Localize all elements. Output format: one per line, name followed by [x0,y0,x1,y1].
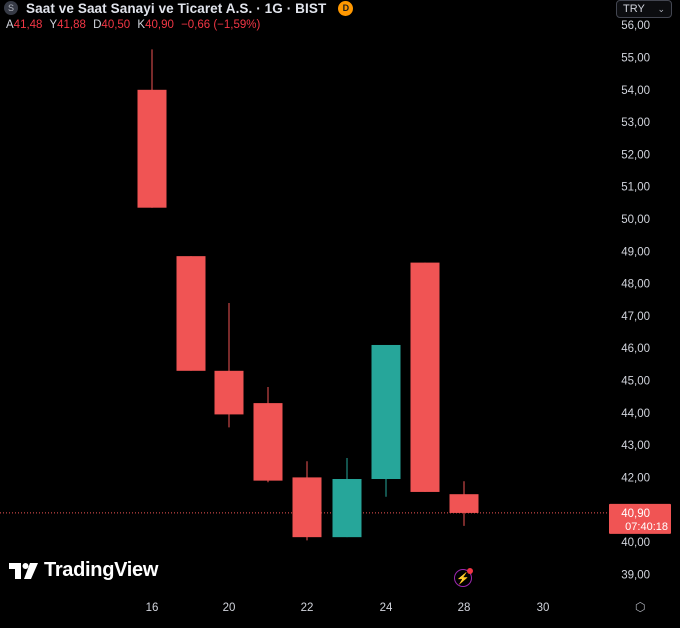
tradingview-wordmark: TradingView [44,559,159,581]
open-value: 41,48 [13,19,43,31]
high-value: 41,88 [57,19,86,31]
candle-body [176,256,206,371]
time-axis[interactable]: 16 20 22 24 28 30 [146,602,550,614]
price-tick-label: 51,00 [621,182,650,194]
price-tick-label: 53,00 [621,117,650,129]
time-tick-label: 16 [146,602,159,614]
currency-label: TRY [623,3,645,15]
candle-23[interactable] [332,458,362,538]
change-value: −0,66 (−1,59%) [181,19,261,31]
candle-21[interactable] [253,386,283,483]
price-tick-label: 39,00 [621,569,650,581]
candle-28[interactable] [449,481,479,526]
price-tick-label: 48,00 [621,279,650,291]
candle-body [449,494,479,513]
price-tick-label: 47,00 [621,311,650,323]
lightning-icon[interactable]: ⚡ [454,569,472,587]
price-tick-label: 54,00 [621,85,650,97]
bar-countdown: 07:40:18 [625,521,668,533]
ohlc-legend: A41,48 Y41,88 D40,50 K40,90 −0,66 (−1,59… [6,19,264,31]
price-axis[interactable]: 39,0040,0041,0042,0043,0044,0045,0046,00… [621,20,650,581]
high-label: Y [49,19,58,31]
low-label: D [93,19,102,31]
candle-body [371,344,401,480]
candle-body [332,479,362,538]
time-tick-label: 30 [537,602,550,614]
candle-16[interactable] [137,49,167,208]
currency-selector[interactable]: TRY ⌄ [616,0,672,18]
candle-17[interactable] [176,256,206,371]
candle-20[interactable] [214,302,244,428]
candle-body [410,262,440,492]
symbol-logo-icon: S [4,1,18,15]
time-tick-label: 20 [223,602,236,614]
price-tick-label: 56,00 [621,20,650,32]
notification-dot-icon [467,568,473,574]
price-tick-label: 50,00 [621,214,650,226]
low-value: 40,50 [101,19,131,31]
symbol-title[interactable]: Saat ve Saat Sanayi ve Ticaret A.S. · 1G… [26,0,327,16]
time-tick-label: 24 [380,602,393,614]
delayed-data-badge[interactable]: D [338,0,354,16]
candle-body [214,370,244,415]
candles[interactable] [137,49,479,541]
price-tick-label: 55,00 [621,53,650,65]
price-tick-label: 52,00 [621,149,650,161]
time-tick-label: 22 [301,602,314,614]
symbol-header[interactable]: S Saat ve Saat Sanayi ve Ticaret A.S. · … [4,0,354,16]
candle-body [253,403,283,481]
open-label: A [6,19,14,31]
tradingview-mark-icon [9,562,38,579]
close-label: K [137,19,146,31]
time-tick-label: 28 [458,602,471,614]
last-price-badge [609,503,671,534]
candle-24[interactable] [371,344,401,497]
close-value: 40,90 [145,19,174,31]
candle-body [292,477,322,538]
price-tick-label: 40,00 [621,537,650,549]
chevron-down-icon: ⌄ [657,3,665,14]
price-tick-label: 49,00 [621,246,650,258]
candle-22[interactable] [292,461,322,541]
price-tick-label: 46,00 [621,343,650,355]
candle-body [137,89,167,208]
settings-hex-icon[interactable]: ⬡ [635,600,646,614]
price-tick-label: 44,00 [621,408,650,420]
price-tick-label: 42,00 [621,472,650,484]
last-price-value: 40,90 [621,508,650,520]
price-tick-label: 43,00 [621,440,650,452]
price-tick-label: 45,00 [621,376,650,388]
tradingview-logo[interactable]: TradingView [9,559,158,582]
candle-25[interactable] [410,262,440,492]
